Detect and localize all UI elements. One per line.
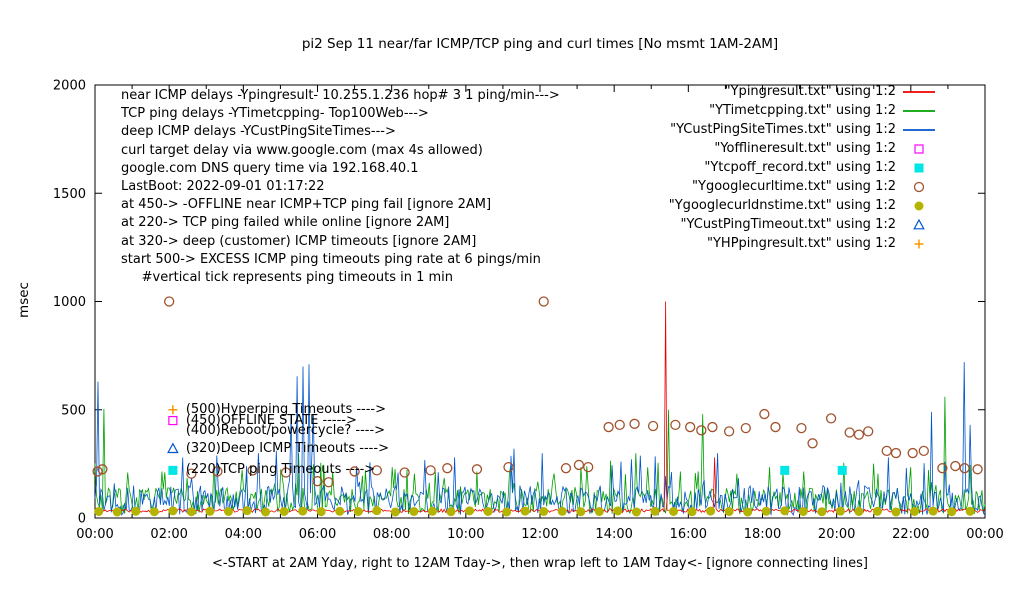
line-legend-marker bbox=[902, 123, 936, 137]
series-Ytcpoff_record bbox=[780, 465, 847, 475]
x-tick-label: 18:00 bbox=[744, 527, 781, 542]
legend-label: "Yofflineresult.txt" using 1:2 bbox=[714, 141, 896, 156]
x-tick-label: 14:00 bbox=[595, 527, 632, 542]
plot-annotation: (400)Reboot/powercycle? ----> bbox=[185, 423, 386, 439]
series-YTimetcpping bbox=[94, 396, 986, 515]
plot-annotation: (500)Hyperping Timeouts ----> bbox=[185, 401, 387, 417]
legend-item: "Ygooglecurldnstime.txt" using 1:2 bbox=[669, 196, 936, 215]
annotation-marker bbox=[168, 405, 178, 415]
triangle-open-legend-marker bbox=[902, 218, 936, 232]
legend-label: "Ygooglecurldnstime.txt" using 1:2 bbox=[668, 198, 896, 213]
plot-annotation: (320)Deep ICMP Timeouts ----> bbox=[185, 440, 389, 456]
info-line: TCP ping delays -YTimetcpping- Top100Web… bbox=[121, 106, 429, 122]
y-tick-label: 500 bbox=[61, 403, 86, 418]
x-tick-label: 00:00 bbox=[966, 527, 1003, 542]
legend-item: "Yofflineresult.txt" using 1:2 bbox=[669, 139, 936, 158]
info-line: at 450-> -OFFLINE near ICMP+TCP ping fai… bbox=[121, 197, 492, 213]
y-axis-label: msec bbox=[16, 282, 32, 318]
legend-item: "YTimetcpping.txt" using 1:2 bbox=[669, 101, 936, 120]
info-line: LastBoot: 2022-09-01 01:17:22 bbox=[121, 179, 325, 195]
x-tick-label: 12:00 bbox=[521, 527, 558, 542]
legend-label: "YTimetcpping.txt" using 1:2 bbox=[709, 103, 896, 118]
legend-label: "Ygooglecurltime.txt" using 1:2 bbox=[692, 179, 896, 194]
chart-title: pi2 Sep 11 near/far ICMP/TCP ping and cu… bbox=[301, 36, 779, 52]
square-open-legend-marker bbox=[902, 142, 936, 156]
x-tick-label: 08:00 bbox=[373, 527, 410, 542]
info-line: at 220-> TCP ping failed while online [i… bbox=[121, 215, 450, 231]
legend-label: "YCustPingSiteTimes.txt" using 1:2 bbox=[670, 122, 896, 137]
x-tick-label: 22:00 bbox=[892, 527, 929, 542]
legend-label: "Ytcpoff_record.txt" using 1:2 bbox=[704, 160, 896, 175]
x-tick-label: 20:00 bbox=[818, 527, 855, 542]
line-legend-marker bbox=[902, 104, 936, 118]
annotation-marker bbox=[168, 465, 178, 475]
y-tick-label: 0 bbox=[78, 512, 86, 527]
info-line: near ICMP delays -Ypingresult- 10.255.1.… bbox=[121, 88, 560, 103]
annotation-marker bbox=[167, 442, 179, 454]
x-tick-label: 10:00 bbox=[447, 527, 484, 542]
plot-annotation: (220)TCP ping Timeouts ----> bbox=[185, 462, 376, 478]
legend-item: "Ypingresult.txt" using 1:2 bbox=[669, 82, 936, 101]
square-filled-legend-marker bbox=[902, 161, 936, 175]
series-Ygooglecurldnstime bbox=[94, 506, 975, 517]
legend-label: "YHPpingresult.txt" using 1:2 bbox=[707, 236, 896, 251]
info-line: curl target delay via www.google.com (ma… bbox=[121, 142, 483, 158]
info-line: deep ICMP delays -YCustPingSiteTimes---> bbox=[121, 124, 396, 140]
legend-item: "Ygooglecurltime.txt" using 1:2 bbox=[669, 177, 936, 196]
x-tick-label: 04:00 bbox=[225, 527, 262, 542]
info-text-block: near ICMP delays -Ypingresult- 10.255.1.… bbox=[121, 87, 560, 287]
line-legend-marker bbox=[902, 85, 936, 99]
info-line: start 500-> EXCESS ICMP ping timeouts pi… bbox=[121, 251, 541, 267]
y-tick-label: 1000 bbox=[53, 295, 86, 310]
y-tick-label: 2000 bbox=[53, 79, 86, 94]
x-tick-label: 00:00 bbox=[76, 527, 113, 542]
legend-label: "YCustPingTimeout.txt" using 1:2 bbox=[680, 217, 896, 232]
x-tick-label: 16:00 bbox=[670, 527, 707, 542]
info-line: at 320-> deep (customer) ICMP timeouts [… bbox=[121, 233, 477, 249]
annotation-marker bbox=[168, 415, 178, 426]
legend-item: "Ytcpoff_record.txt" using 1:2 bbox=[669, 158, 936, 177]
y-tick-label: 1500 bbox=[53, 187, 86, 202]
circle-filled-legend-marker bbox=[902, 199, 936, 213]
legend-item: "YCustPingTimeout.txt" using 1:2 bbox=[669, 215, 936, 234]
x-tick-label: 06:00 bbox=[299, 527, 336, 542]
legend: "Ypingresult.txt" using 1:2 "YTimetcpping… bbox=[669, 82, 936, 253]
plus-legend-marker bbox=[902, 237, 936, 251]
x-tick-label: 02:00 bbox=[150, 527, 187, 542]
legend-item: "YHPpingresult.txt" using 1:2 bbox=[669, 234, 936, 253]
info-line: #vertical tick represents ping timeouts … bbox=[121, 270, 454, 286]
plot-annotation: (450)OFFLINE STATE -----> bbox=[185, 412, 357, 428]
circle-open-legend-marker bbox=[902, 180, 936, 194]
legend-label: "Ypingresult.txt" using 1:2 bbox=[724, 84, 896, 99]
x-axis-label: <-START at 2AM Yday, right to 12AM Tday-… bbox=[212, 556, 868, 571]
series-Ygooglecurltime bbox=[92, 296, 983, 488]
axis-ticks: 00:00 02:00 04:00 06:00 08:00 10:00 12:00 14:00… bbox=[53, 79, 1004, 543]
legend-item: "YCustPingSiteTimes.txt" using 1:2 bbox=[669, 120, 936, 139]
info-line: google.com DNS query time via 192.168.40… bbox=[121, 160, 419, 176]
